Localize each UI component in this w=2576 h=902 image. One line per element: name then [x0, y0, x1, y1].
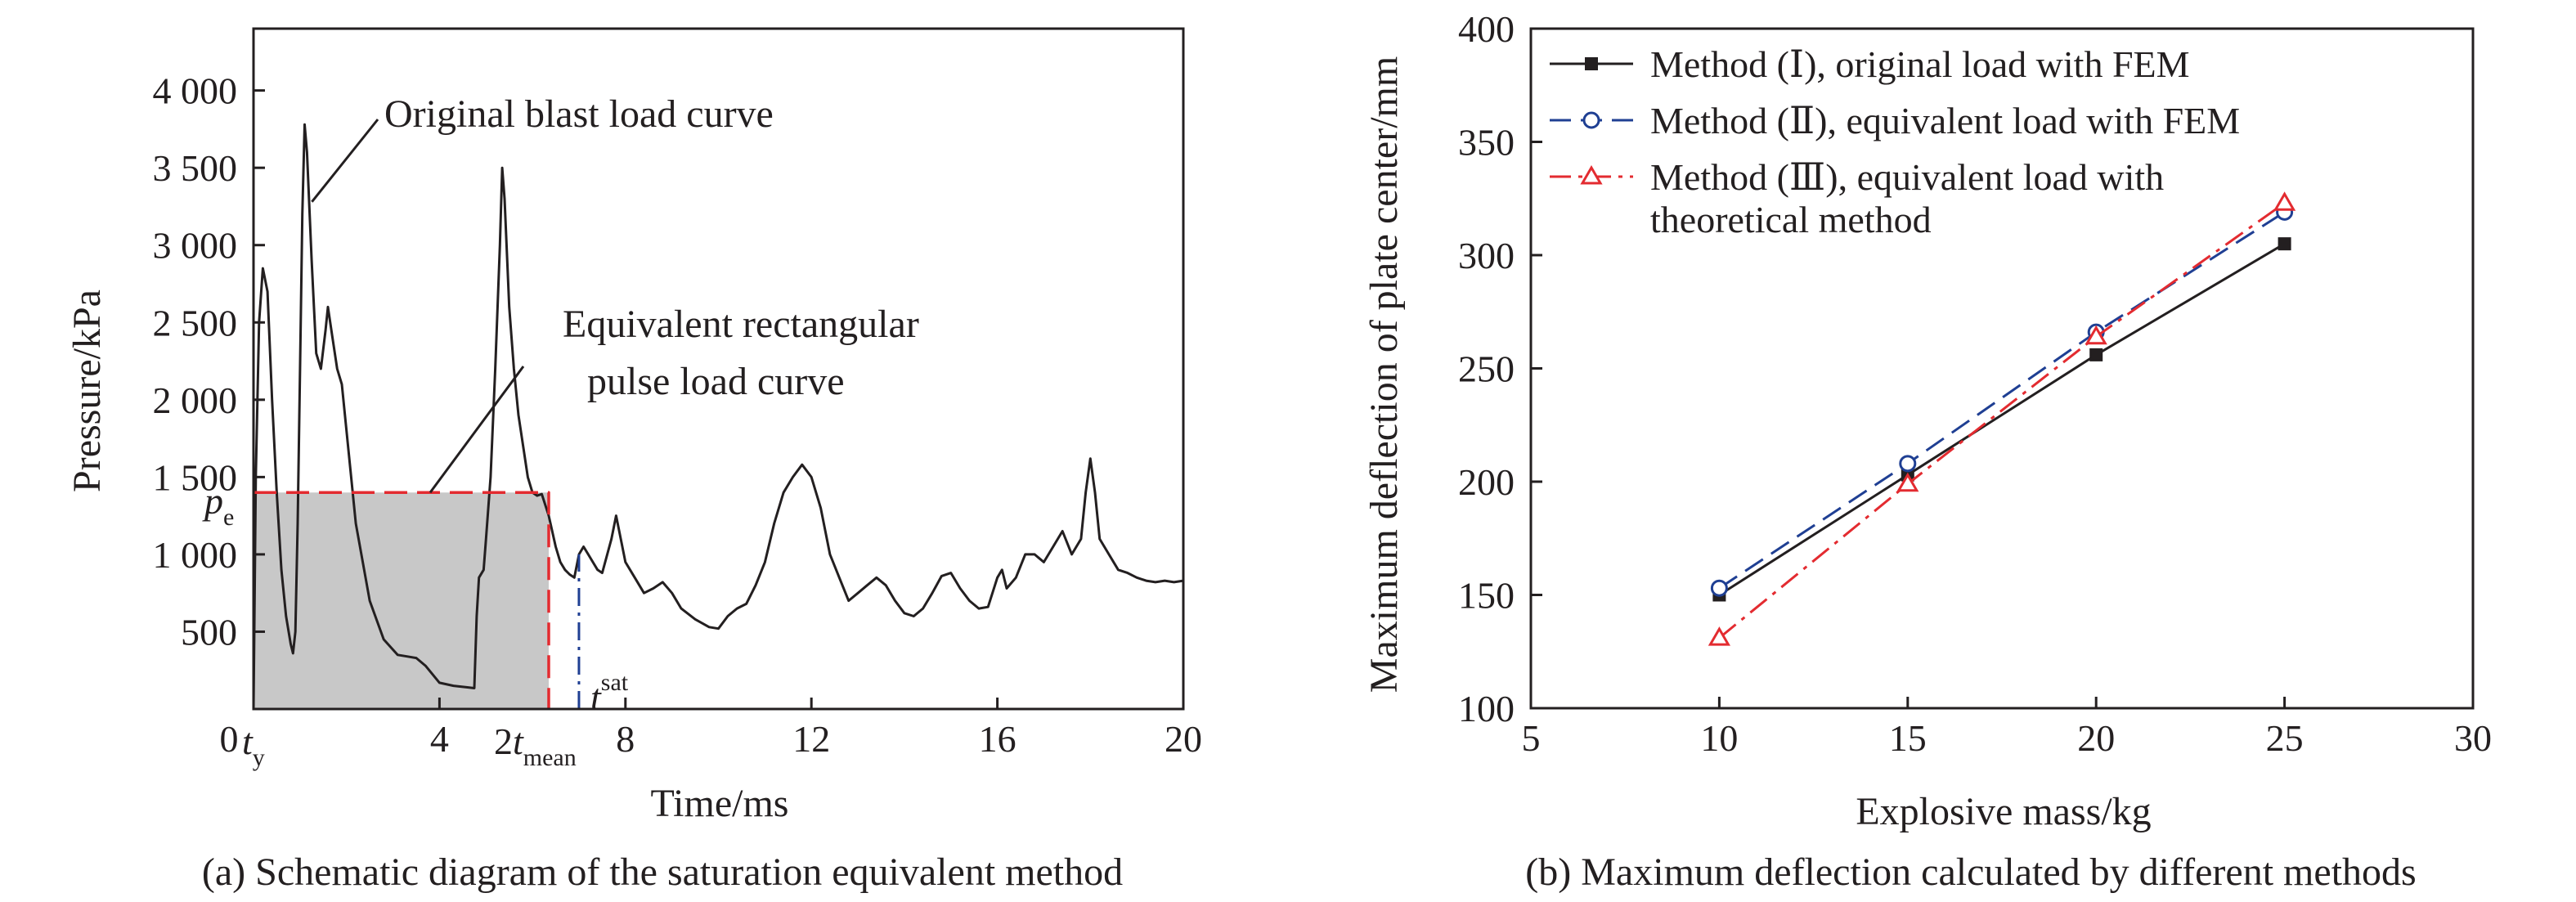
x-tick-label: 0 — [220, 718, 239, 760]
y-tick-label: 150 — [1458, 575, 1515, 617]
panel-a-plot-frame — [252, 27, 1185, 711]
legend-label-method-3: Method (Ⅲ), equivalent load with — [1650, 156, 2164, 198]
y-tick-label: 4 000 — [153, 70, 238, 112]
y-tick-label: 3 500 — [153, 147, 238, 189]
annotation-leader-original — [311, 119, 379, 203]
original-blast-load-curve — [252, 123, 1184, 710]
legend-swatch-marker — [1585, 57, 1598, 70]
legend-label-method-1: Method (Ⅰ), original load with FEM — [1650, 43, 2190, 85]
y-tick-label: 2 000 — [153, 379, 238, 421]
series-method-1 — [1712, 237, 2291, 602]
data-point — [1896, 472, 1919, 492]
panel-b: 5 10 15 20 25 30 100 150 200 250 300 350 400 Method… — [1362, 8, 2492, 894]
series-line — [1718, 202, 2286, 639]
legend-entry-method-1 — [1550, 57, 1633, 70]
y-tick-label: 3 000 — [153, 225, 238, 267]
y-tick-label: 400 — [1458, 8, 1515, 50]
x-tick-label: 12 — [792, 718, 830, 760]
x-tick-label: 30 — [2454, 717, 2492, 759]
x-tick-label: 20 — [2077, 717, 2115, 759]
panel-b-x-axis-label: Explosive mass/kg — [1856, 790, 2151, 833]
x-tick-label: 20 — [1165, 718, 1202, 760]
label-p-e: pe — [202, 480, 234, 531]
panel-b-legend: Method (Ⅰ), original load with FEM Metho… — [1550, 43, 2240, 240]
panel-b-caption: (b) Maximum deflection calculated by dif… — [1525, 850, 2416, 894]
y-tick-label: 200 — [1458, 461, 1515, 503]
x-tick-label: 5 — [1522, 717, 1541, 759]
data-point — [2273, 191, 2296, 211]
data-point — [2089, 348, 2103, 361]
panel-a-y-axis-label: Pressure/kPa — [65, 289, 109, 492]
legend-label-method-3-line2: theoretical method — [1650, 199, 1932, 240]
panel-b-series — [1708, 191, 2296, 646]
series-method-3 — [1708, 191, 2296, 646]
y-tick-label: 300 — [1458, 235, 1515, 276]
y-tick-label: 250 — [1458, 348, 1515, 390]
panel-a-series — [252, 123, 1184, 710]
y-tick-label: 100 — [1458, 688, 1515, 729]
x-tick-label: 25 — [2266, 717, 2304, 759]
panel-a: 0 4 8 12 16 20 500 1 000 1 500 2 000 2 500 3 000 3 … — [65, 27, 1202, 894]
panel-b-y-axis-label: Maximum deflection of plate center/mm — [1362, 56, 1406, 693]
panel-a-y-ticks: 500 1 000 1 500 2 000 2 500 3 000 3 500 4 000 — [153, 70, 265, 653]
series-line — [1718, 242, 2286, 596]
equivalent-rectangular-pulse-curve — [254, 491, 550, 709]
panel-b-x-ticks: 5 10 15 20 25 30 — [1522, 697, 2492, 759]
x-tick-label: 15 — [1889, 717, 1927, 759]
panel-a-caption: (a) Schematic diagram of the saturation … — [202, 850, 1123, 894]
y-tick-label: 2 500 — [153, 302, 238, 343]
x-tick-label: 4 — [430, 718, 449, 760]
panel-a-x-ticks: 0 4 8 12 16 20 — [220, 698, 1202, 760]
data-point — [2085, 325, 2107, 345]
legend-label-method-2: Method (Ⅱ), equivalent load with FEM — [1650, 100, 2240, 141]
legend-entry-method-3 — [1550, 165, 1633, 185]
x-tick-label: 16 — [979, 718, 1016, 760]
equivalent-rectangular-pulse-area — [254, 492, 549, 709]
label-t-y: ty — [242, 720, 265, 771]
legend-swatch-marker — [1582, 111, 1600, 129]
legend-swatch-marker — [1580, 165, 1603, 185]
data-point — [1710, 579, 1728, 597]
data-point — [1899, 455, 1917, 473]
x-tick-label: 8 — [616, 718, 635, 760]
data-point — [2278, 237, 2291, 251]
annotation-equivalent-line2: pulse load curve — [587, 360, 845, 403]
series-line — [1718, 211, 2286, 590]
y-tick-label: 1 000 — [153, 534, 238, 576]
data-point — [1708, 626, 1731, 646]
annotation-leader-equivalent — [429, 366, 525, 494]
label-t-sat: tsat — [590, 669, 629, 718]
y-tick-label: 350 — [1458, 122, 1515, 164]
x-tick-label: 10 — [1700, 717, 1738, 759]
label-2t-mean: 2tmean — [494, 720, 577, 771]
panel-a-x-axis-label: Time/ms — [651, 782, 789, 825]
y-tick-label: 1 500 — [153, 456, 238, 498]
series-method-2 — [1710, 203, 2294, 597]
y-tick-label: 500 — [181, 611, 237, 653]
annotation-equivalent-line1: Equivalent rectangular — [563, 303, 919, 346]
legend-entry-method-2 — [1550, 111, 1633, 129]
annotation-original-curve: Original blast load curve — [384, 92, 774, 136]
panel-b-y-ticks: 100 150 200 250 300 350 400 — [1458, 8, 1542, 729]
